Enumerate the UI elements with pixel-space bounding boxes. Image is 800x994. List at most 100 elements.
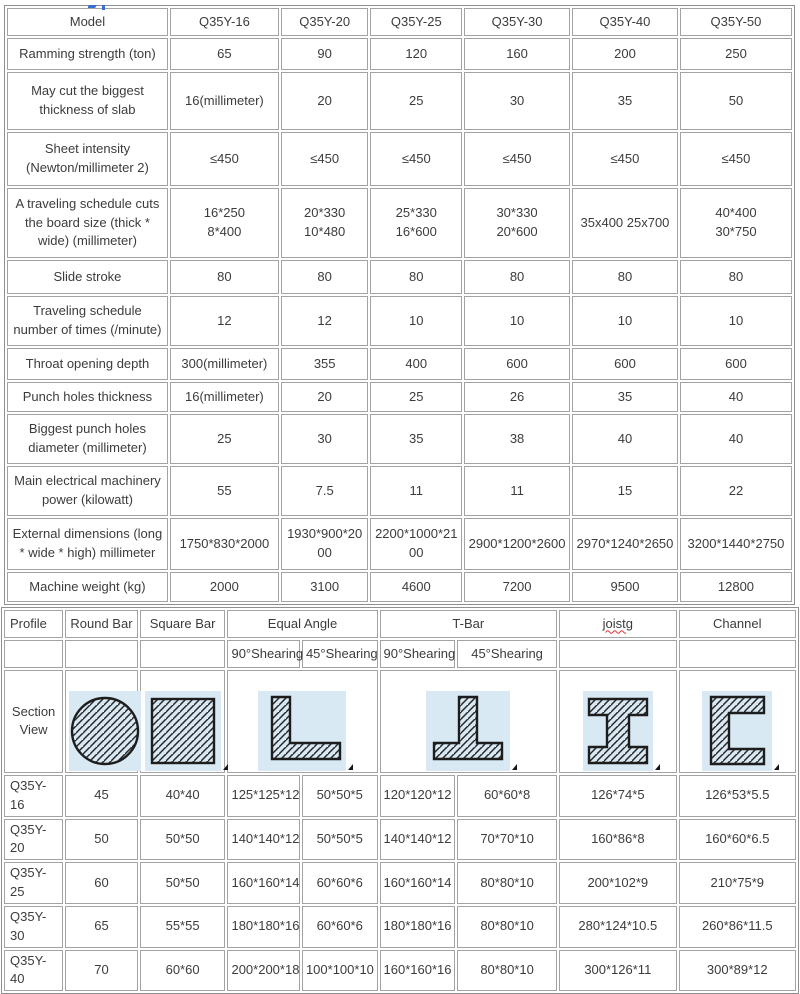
group-header-round-bar: Round Bar (65, 610, 138, 638)
profile-model: Q35Y-30 (4, 905, 64, 948)
spec-cell: 200 (572, 38, 678, 70)
profile-cell: 100*100*10 (301, 949, 378, 992)
profile-cell: 200*200*18 (227, 949, 300, 992)
profile-cell: 60*60 (139, 949, 226, 992)
spec-cell: ≤450 (572, 132, 678, 186)
spec-cell: 35 (572, 72, 678, 130)
spec-cell: ≤450 (464, 132, 571, 186)
spec-cell: 30 (464, 72, 571, 130)
spec-cell: 16*250 8*400 (169, 188, 279, 258)
spec-cell: 355 (280, 348, 369, 380)
profile-shear-header-row: 90°Shearing 45°Shearing 90°Shearing 45°S… (4, 640, 796, 668)
profile-cell: 160*60*6.5 (678, 818, 796, 861)
spec-cell: 10 (464, 296, 571, 346)
clipped-glyph (88, 5, 97, 8)
anchor-icon (774, 763, 780, 770)
table-row: Punch holes thickness 16(millimeter) 20 … (7, 382, 792, 412)
table-row: Ramming strength (ton) 65 90 120 160 200… (7, 38, 792, 70)
profile-cell: 55*55 (139, 905, 226, 948)
profile-cell: 45 (65, 774, 138, 817)
spec-row-label: Punch holes thickness (7, 382, 168, 412)
section-cell (559, 670, 677, 773)
spec-cell: 80 (572, 260, 678, 294)
spec-cell: 40 (572, 414, 678, 464)
spec-cell: 25 (370, 72, 463, 130)
spec-cell: 20 (280, 72, 369, 130)
equal-angle-section-image (258, 690, 354, 771)
shear-header: 90°Shearing (227, 640, 303, 668)
spec-cell: 15 (572, 466, 678, 516)
profile-cell: 50*50*5 (301, 818, 378, 861)
spec-cell: 35 (572, 382, 678, 412)
clipped-glyph (102, 5, 105, 10)
profile-cell: 140*140*12 (227, 818, 300, 861)
spec-cell: 2970*1240*2650 (572, 518, 678, 570)
profile-cell: 300*126*11 (559, 949, 677, 992)
profile-model: Q35Y-40 (4, 949, 64, 992)
spec-cell: 12 (169, 296, 279, 346)
clipped-text-artifact (88, 5, 118, 10)
table-row: Slide stroke 80 80 80 80 80 80 (7, 260, 792, 294)
anchor-icon (512, 763, 518, 770)
empty-cell (4, 640, 64, 668)
t-bar-section-image (426, 690, 518, 771)
spec-cell: 30*330 20*600 (464, 188, 571, 258)
profile-cell: 60*60*6 (301, 905, 378, 948)
profile-cell: 180*180*16 (379, 905, 456, 948)
spec-header-q35y-16: Q35Y-16 (169, 8, 279, 36)
profile-cell: 80*80*10 (457, 905, 558, 948)
spec-cell: 20*330 10*480 (280, 188, 369, 258)
round-bar-section-image (69, 690, 142, 771)
table-row: External dimensions (long * wide * high)… (7, 518, 792, 570)
group-header-channel: Channel (678, 610, 796, 638)
group-header-t-bar: T-Bar (379, 610, 558, 638)
spec-cell: 26 (464, 382, 571, 412)
anchor-icon (348, 763, 354, 770)
table-row: Traveling schedule number of times (/min… (7, 296, 792, 346)
spec-cell: 9500 (572, 572, 678, 602)
spec-cell: 11 (370, 466, 463, 516)
spec-row-label: Traveling schedule number of times (/min… (7, 296, 168, 346)
profile-cell: 60*60*6 (301, 862, 378, 904)
profile-cell: 80*80*10 (457, 862, 558, 904)
spec-row-label: Throat opening depth (7, 348, 168, 380)
table-row: A traveling schedule cuts the board size… (7, 188, 792, 258)
spec-cell: 160 (464, 38, 571, 70)
spec-cell: 7200 (464, 572, 571, 602)
spec-cell: 600 (464, 348, 571, 380)
spec-cell: 10 (679, 296, 792, 346)
spec-cell: 2200*1000*2100 (370, 518, 463, 570)
joist-section-image (582, 690, 660, 771)
misspelled-word: joistg (602, 615, 633, 631)
spec-cell: 38 (464, 414, 571, 464)
group-header-square-bar: Square Bar (139, 610, 226, 638)
section-cell (227, 670, 378, 773)
section-view-row: Section View (4, 670, 796, 773)
spec-header-row: Model Q35Y-16 Q35Y-20 Q35Y-25 Q35Y-30 Q3… (7, 8, 792, 36)
profile-cell: 50 (65, 818, 138, 861)
table-row: Machine weight (kg) 2000 3100 4600 7200 … (7, 572, 792, 602)
spec-row-label: Machine weight (kg) (7, 572, 168, 602)
spec-cell: 90 (280, 38, 369, 70)
spec-cell: 25*330 16*600 (370, 188, 463, 258)
profile-cell: 125*125*12 (227, 774, 300, 817)
profile-model: Q35Y-25 (4, 862, 64, 904)
profile-cell: 160*160*16 (379, 949, 456, 992)
shear-header: 90°Shearing (379, 640, 455, 668)
spec-cell: 400 (370, 348, 463, 380)
spec-cell: 600 (679, 348, 792, 380)
section-view-label: Section View (4, 670, 64, 773)
section-cell (65, 670, 142, 773)
spec-cell: 22 (679, 466, 792, 516)
spec-row-label: Ramming strength (ton) (7, 38, 168, 70)
spec-cell: 65 (169, 38, 279, 70)
profile-cell: 50*50 (139, 862, 226, 904)
profile-cell: 50*50*5 (301, 774, 378, 817)
spec-cell: 1930*900*2000 (280, 518, 369, 570)
profile-header: Profile (4, 610, 64, 638)
spec-cell: 11 (464, 466, 571, 516)
spec-cell: 55 (169, 466, 279, 516)
spec-row-label: May cut the biggest thickness of slab (7, 72, 168, 130)
spec-cell: 2000 (169, 572, 279, 602)
spec-row-label: Sheet intensity (Newton/millimeter 2) (7, 132, 168, 186)
